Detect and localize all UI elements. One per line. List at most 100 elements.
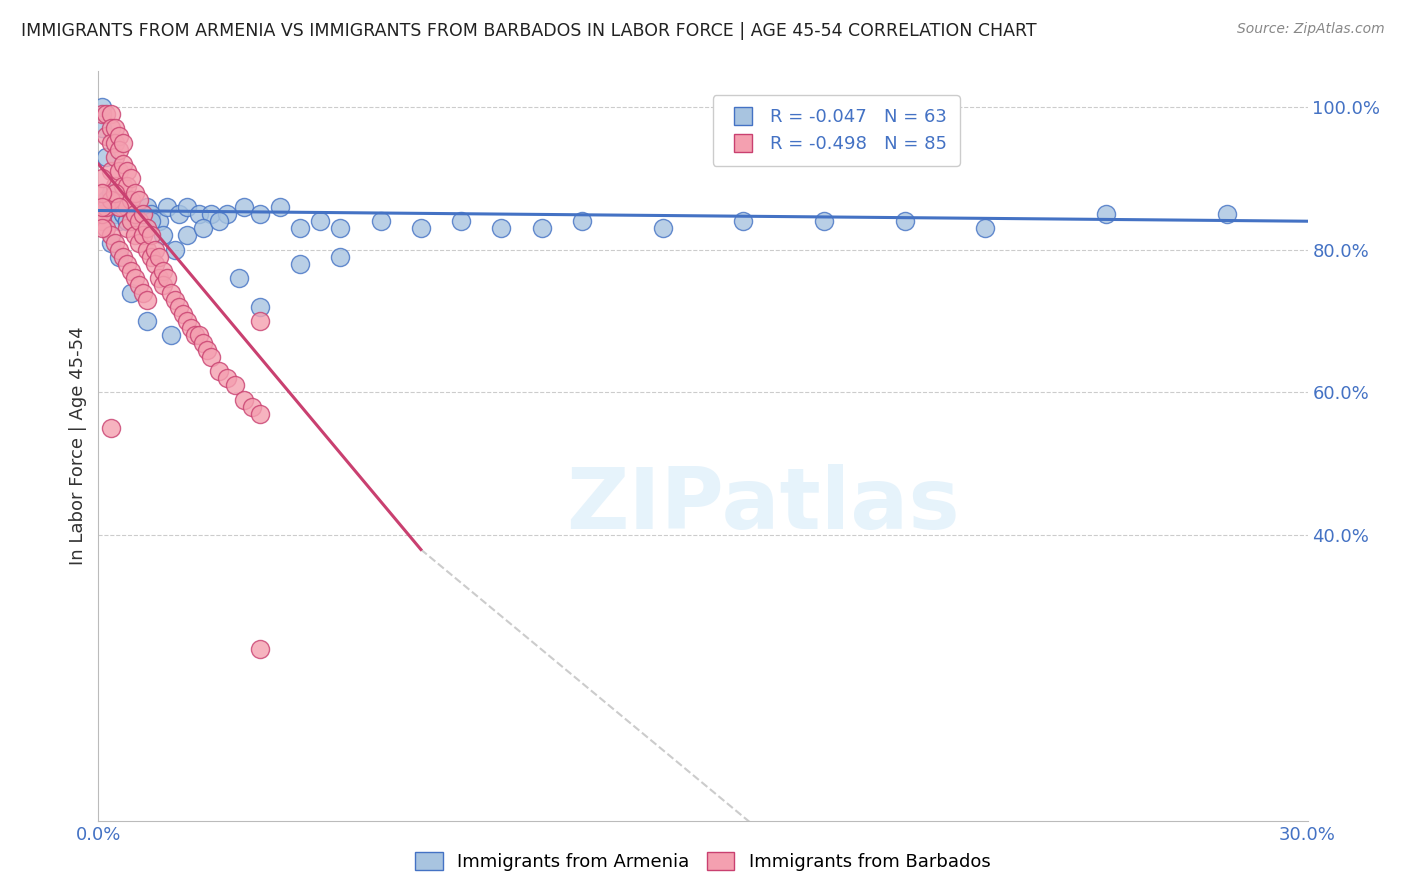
- Point: [195, 343, 218, 357]
- Point: [143, 257, 166, 271]
- Point: [309, 214, 332, 228]
- Point: [100, 193, 122, 207]
- Point: [152, 228, 174, 243]
- Point: [249, 300, 271, 314]
- Point: [103, 136, 125, 150]
- Point: [91, 121, 114, 136]
- Point: [288, 221, 311, 235]
- Point: [107, 128, 129, 143]
- Point: [148, 250, 170, 264]
- Point: [135, 314, 157, 328]
- Point: [200, 207, 222, 221]
- Point: [163, 293, 186, 307]
- Point: [156, 200, 179, 214]
- Point: [184, 328, 207, 343]
- Point: [200, 350, 222, 364]
- Point: [148, 214, 170, 228]
- Point: [124, 271, 146, 285]
- Point: [176, 200, 198, 214]
- Point: [100, 121, 122, 136]
- Point: [208, 364, 231, 378]
- Point: [571, 214, 593, 228]
- Point: [115, 214, 138, 228]
- Point: [249, 642, 271, 657]
- Point: [107, 200, 129, 214]
- Point: [167, 300, 190, 314]
- Point: [217, 371, 239, 385]
- Point: [249, 207, 271, 221]
- Point: [124, 186, 146, 200]
- Point: [128, 193, 150, 207]
- Point: [188, 328, 211, 343]
- Point: [107, 250, 129, 264]
- Point: [232, 392, 254, 407]
- Point: [111, 250, 134, 264]
- Point: [409, 221, 432, 235]
- Point: [115, 214, 138, 228]
- Point: [100, 164, 122, 178]
- Point: [100, 136, 122, 150]
- Point: [120, 264, 142, 278]
- Point: [128, 214, 150, 228]
- Point: [120, 171, 142, 186]
- Point: [107, 243, 129, 257]
- Point: [107, 143, 129, 157]
- Point: [120, 193, 142, 207]
- Point: [249, 407, 271, 421]
- Point: [91, 186, 114, 200]
- Point: [143, 243, 166, 257]
- Point: [128, 235, 150, 250]
- Point: [1216, 207, 1239, 221]
- Point: [530, 221, 553, 235]
- Point: [107, 200, 129, 214]
- Point: [111, 207, 134, 221]
- Point: [96, 193, 118, 207]
- Point: [103, 178, 125, 193]
- Point: [893, 214, 915, 228]
- Point: [139, 228, 162, 243]
- Point: [103, 186, 125, 200]
- Point: [100, 235, 122, 250]
- Point: [96, 128, 118, 143]
- Point: [329, 250, 352, 264]
- Point: [120, 214, 142, 228]
- Point: [91, 100, 114, 114]
- Point: [249, 314, 271, 328]
- Point: [103, 150, 125, 164]
- Point: [156, 271, 179, 285]
- Point: [135, 200, 157, 214]
- Point: [107, 164, 129, 178]
- Point: [103, 207, 125, 221]
- Point: [450, 214, 472, 228]
- Point: [176, 314, 198, 328]
- Point: [135, 221, 157, 235]
- Point: [163, 243, 186, 257]
- Point: [269, 200, 291, 214]
- Point: [111, 200, 134, 214]
- Point: [96, 150, 118, 164]
- Text: IMMIGRANTS FROM ARMENIA VS IMMIGRANTS FROM BARBADOS IN LABOR FORCE | AGE 45-54 C: IMMIGRANTS FROM ARMENIA VS IMMIGRANTS FR…: [21, 22, 1036, 40]
- Point: [115, 221, 138, 235]
- Point: [651, 221, 673, 235]
- Point: [91, 200, 114, 214]
- Point: [217, 207, 239, 221]
- Point: [96, 221, 118, 235]
- Point: [132, 228, 155, 243]
- Point: [139, 214, 162, 228]
- Point: [491, 221, 513, 235]
- Point: [180, 321, 202, 335]
- Point: [115, 193, 138, 207]
- Point: [100, 421, 122, 435]
- Point: [91, 214, 114, 228]
- Point: [115, 178, 138, 193]
- Point: [120, 207, 142, 221]
- Point: [100, 200, 122, 214]
- Point: [813, 214, 835, 228]
- Point: [132, 207, 155, 221]
- Point: [160, 285, 183, 300]
- Text: Source: ZipAtlas.com: Source: ZipAtlas.com: [1237, 22, 1385, 37]
- Point: [115, 257, 138, 271]
- Point: [96, 200, 118, 214]
- Point: [193, 335, 215, 350]
- Point: [152, 278, 174, 293]
